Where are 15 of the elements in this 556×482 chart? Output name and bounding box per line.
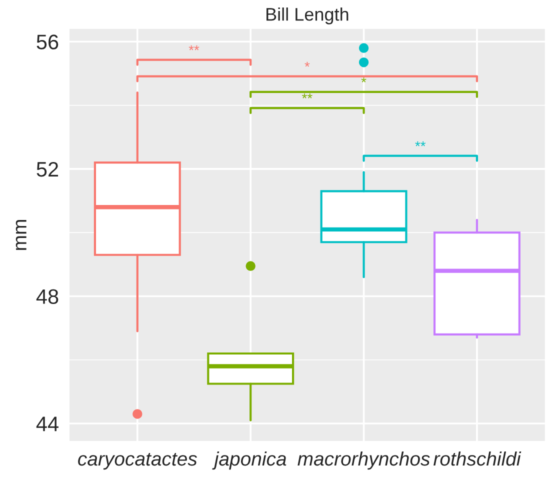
y-tick-label: 44 xyxy=(36,416,58,432)
x-tick-label: rothschildi xyxy=(434,451,522,466)
y-tick-label: 56 xyxy=(36,34,58,50)
x-tick-label: caryocatactes xyxy=(78,452,197,470)
y-tick-label: 48 xyxy=(36,289,58,304)
chart-title: Bill Length xyxy=(266,8,348,24)
annotation: * xyxy=(304,62,310,67)
x-tick-label: macrorhynchos xyxy=(298,451,430,470)
annotation: ** xyxy=(188,45,200,50)
annotation: ** xyxy=(415,141,426,146)
y-axis-title: mm xyxy=(16,220,26,250)
annotation: ** xyxy=(302,94,312,98)
y-tick-label: 52 xyxy=(36,162,58,177)
annotation: * xyxy=(361,77,366,82)
x-tick-label: japonica xyxy=(212,451,286,470)
